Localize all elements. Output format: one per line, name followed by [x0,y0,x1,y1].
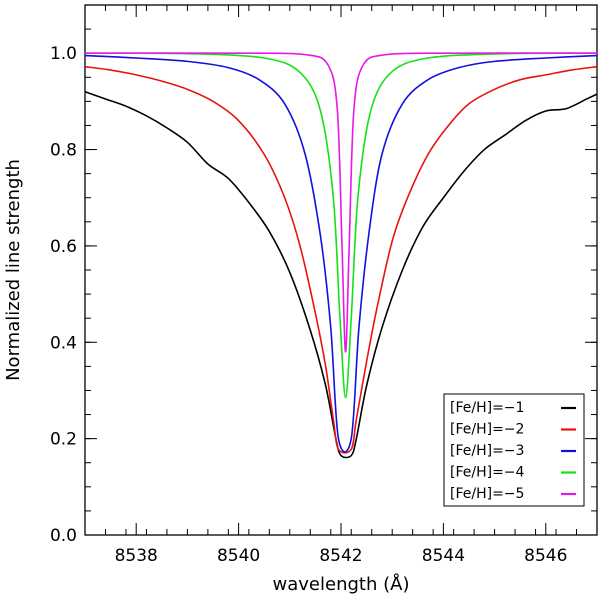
legend-label-4: [Fe/H]=−4 [450,465,525,481]
y-tick-label: 1.0 [50,44,77,64]
legend-label-3: [Fe/H]=−3 [450,443,524,459]
x-axis-label: wavelength (Å) [273,573,410,595]
y-axis-label: Normalized line strength [3,159,24,381]
y-tick-label: 0.6 [50,237,77,257]
series-line-4 [84,52,598,399]
x-tick-label: 8538 [115,546,158,566]
axes: 8538 8540 8542 8544 8546 0.0 0.2 0.4 0.6 0.8 1.0 wa… [3,4,598,595]
legend-label-2: [Fe/H]=−2 [450,422,524,438]
x-tick-label: 8540 [217,546,260,566]
legend-label-5: [Fe/H]=−5 [450,486,524,502]
series-line-1 [84,90,598,459]
y-tick-label: 0.2 [50,430,77,450]
y-tick-label: 0.8 [50,141,77,161]
legend-box [443,393,585,507]
y-tick-label: 0.0 [50,526,77,546]
series-line-3 [84,54,598,453]
y-tick-label: 0.4 [50,333,77,353]
x-tick-label: 8544 [422,546,465,566]
x-tick-label: 8542 [319,546,362,566]
series-group [84,52,598,459]
legend: [Fe/H]=−1 [Fe/H]=−2 [Fe/H]=−3 [Fe/H]=−4 [Fe/… [443,393,585,507]
series-line-5 [84,52,598,353]
legend-label-1: [Fe/H]=−1 [450,400,524,416]
series-line-2 [84,65,598,454]
x-tick-label: 8546 [524,546,567,566]
